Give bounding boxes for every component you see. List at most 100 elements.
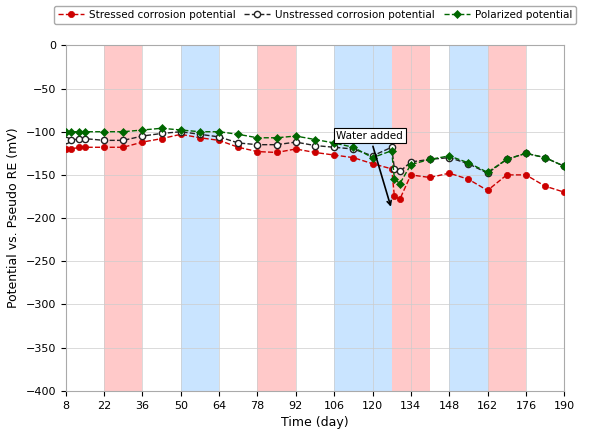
Polarized potential [350, 145, 357, 150]
Stressed corrosion potential [76, 145, 83, 150]
Stressed corrosion potential [158, 136, 165, 141]
Bar [449, 45, 488, 391]
Stressed corrosion potential [331, 153, 338, 158]
Line: Unstressed corrosion potential: Unstressed corrosion potential [62, 129, 568, 176]
Unstressed corrosion potential [100, 138, 107, 143]
Unstressed corrosion potential [541, 155, 548, 160]
Unstressed corrosion potential [391, 166, 398, 171]
Unstressed corrosion potential [503, 157, 511, 162]
Bar [257, 45, 296, 391]
Polarized potential [396, 181, 403, 186]
Bar [488, 45, 526, 391]
Polarized potential [369, 155, 376, 160]
Polarized potential [388, 148, 395, 153]
Bar [392, 45, 430, 391]
Polarized potential [522, 151, 529, 156]
Stressed corrosion potential [81, 145, 88, 150]
Polarized potential [100, 129, 107, 134]
Bar [104, 45, 142, 391]
Stressed corrosion potential [119, 145, 127, 150]
Unstressed corrosion potential [139, 133, 146, 139]
Stressed corrosion potential [215, 138, 223, 143]
Line: Stressed corrosion potential: Stressed corrosion potential [62, 131, 568, 202]
Polarized potential [235, 132, 242, 137]
Stressed corrosion potential [62, 146, 70, 152]
Stressed corrosion potential [196, 135, 203, 140]
Unstressed corrosion potential [292, 140, 299, 145]
Stressed corrosion potential [522, 172, 529, 177]
Unstressed corrosion potential [68, 138, 75, 143]
Unstressed corrosion potential [76, 136, 83, 141]
Stressed corrosion potential [465, 177, 472, 182]
Unstressed corrosion potential [119, 138, 127, 143]
Stressed corrosion potential [407, 172, 415, 177]
Stressed corrosion potential [235, 145, 242, 150]
Stressed corrosion potential [273, 150, 280, 155]
Polarized potential [62, 129, 70, 134]
Unstressed corrosion potential [396, 169, 403, 174]
Stressed corrosion potential [68, 146, 75, 152]
Stressed corrosion potential [369, 161, 376, 166]
Bar [181, 45, 219, 391]
Unstressed corrosion potential [62, 138, 70, 143]
Polarized potential [484, 170, 491, 175]
Unstressed corrosion potential [311, 143, 319, 148]
Unstressed corrosion potential [465, 161, 472, 166]
Polarized potential [158, 126, 165, 131]
Bar [334, 45, 392, 391]
Polarized potential [465, 160, 472, 165]
Unstressed corrosion potential [446, 155, 453, 160]
Unstressed corrosion potential [215, 134, 223, 140]
Stressed corrosion potential [391, 194, 398, 199]
Polarized potential [215, 129, 223, 134]
Polarized potential [311, 137, 319, 142]
Stressed corrosion potential [139, 140, 146, 145]
Unstressed corrosion potential [235, 140, 242, 146]
Polarized potential [503, 157, 511, 162]
Stressed corrosion potential [560, 190, 568, 195]
Polarized potential [119, 129, 127, 134]
Polarized potential [407, 162, 415, 167]
Unstressed corrosion potential [196, 132, 203, 137]
Polarized potential [76, 129, 83, 134]
Polarized potential [139, 127, 146, 133]
Y-axis label: Potential vs. Pseudo RE (mV): Potential vs. Pseudo RE (mV) [7, 128, 20, 308]
Line: Polarized potential: Polarized potential [63, 126, 567, 186]
Polarized potential [541, 155, 548, 160]
Unstressed corrosion potential [369, 153, 376, 159]
Unstressed corrosion potential [331, 145, 338, 150]
Polarized potential [560, 164, 568, 169]
Unstressed corrosion potential [273, 142, 280, 147]
Polarized potential [81, 129, 88, 134]
Stressed corrosion potential [292, 146, 299, 152]
Stressed corrosion potential [446, 170, 453, 176]
Legend: Stressed corrosion potential, Unstressed corrosion potential, Polarized potentia: Stressed corrosion potential, Unstressed… [53, 6, 576, 24]
Unstressed corrosion potential [254, 142, 261, 147]
Unstressed corrosion potential [81, 136, 88, 141]
Unstressed corrosion potential [158, 131, 165, 136]
Unstressed corrosion potential [177, 129, 184, 134]
X-axis label: Time (day): Time (day) [281, 416, 349, 429]
Polarized potential [177, 127, 184, 133]
Polarized potential [427, 157, 434, 162]
Stressed corrosion potential [427, 175, 434, 180]
Unstressed corrosion potential [560, 164, 568, 169]
Polarized potential [273, 135, 280, 140]
Unstressed corrosion potential [407, 159, 415, 164]
Stressed corrosion potential [541, 184, 548, 189]
Polarized potential [331, 140, 338, 146]
Unstressed corrosion potential [388, 145, 395, 150]
Unstressed corrosion potential [522, 151, 529, 156]
Polarized potential [292, 133, 299, 139]
Stressed corrosion potential [350, 155, 357, 160]
Unstressed corrosion potential [484, 170, 491, 176]
Polarized potential [446, 153, 453, 159]
Stressed corrosion potential [311, 150, 319, 155]
Text: Water added: Water added [337, 131, 403, 205]
Stressed corrosion potential [503, 172, 511, 177]
Stressed corrosion potential [254, 149, 261, 154]
Stressed corrosion potential [484, 188, 491, 193]
Stressed corrosion potential [396, 197, 403, 202]
Stressed corrosion potential [100, 145, 107, 150]
Polarized potential [254, 135, 261, 140]
